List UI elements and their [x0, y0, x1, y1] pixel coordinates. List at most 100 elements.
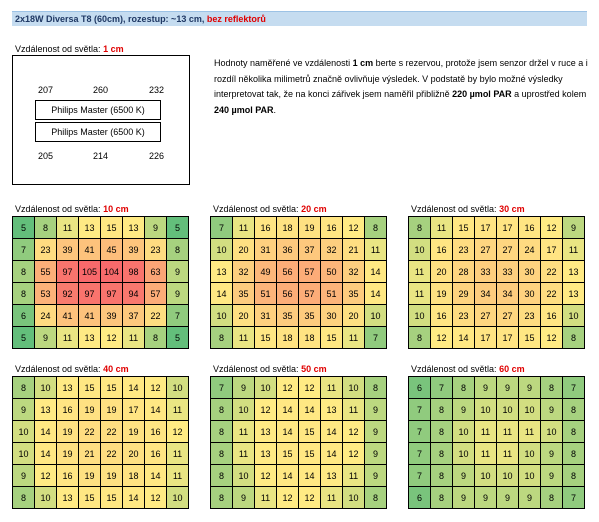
cell: 27: [474, 304, 497, 327]
cell: 28: [452, 260, 475, 283]
cell: 13: [122, 216, 145, 239]
heatmap-row: 8 11 15 17 17 16 12 9: [408, 216, 585, 239]
cell: 9: [540, 442, 563, 465]
cell: 8: [210, 398, 233, 421]
heatmap-row: 8 11 15 18 18 15 11 7: [210, 326, 387, 349]
cell: 8: [562, 398, 585, 421]
cell: 8: [364, 486, 387, 509]
paragraph-segment: 1 cm: [352, 58, 374, 68]
cell: 20: [342, 304, 365, 327]
cell: 13: [254, 420, 277, 443]
cell: 10: [342, 486, 365, 509]
cell: 6: [408, 486, 431, 509]
cell: 9: [540, 398, 563, 421]
cell: 27: [474, 238, 497, 261]
cell: 8: [166, 238, 189, 261]
label: Vzdálenost od světla:: [213, 204, 299, 214]
label: Vzdálenost od světla:: [15, 364, 101, 374]
cell: 12: [342, 442, 365, 465]
cell: 15: [298, 420, 321, 443]
cell: 10: [210, 238, 233, 261]
cell: 92: [56, 282, 79, 305]
cell: 12: [100, 326, 123, 349]
paragraph-segment: 220 µmol PAR: [452, 89, 512, 99]
cell: 53: [34, 282, 57, 305]
cell: 16: [254, 216, 277, 239]
cell: 57: [298, 260, 321, 283]
value: 232: [149, 85, 165, 95]
cell: 10: [232, 464, 255, 487]
cell: 12: [34, 464, 57, 487]
cell: 9: [12, 398, 35, 421]
cell: 15: [276, 442, 299, 465]
paragraph-segment: .: [273, 104, 277, 115]
cell: 7: [408, 464, 431, 487]
cell: 19: [78, 398, 101, 421]
cell: 11: [562, 238, 585, 261]
cell: 41: [78, 238, 101, 261]
cell: 32: [320, 238, 343, 261]
cell: 9: [518, 376, 541, 399]
heatmap-row: 8 53 92 97 97 94 57 9: [12, 282, 189, 305]
cell: 11: [320, 486, 343, 509]
cell: 39: [122, 238, 145, 261]
cell: 11: [56, 216, 79, 239]
cell: 55: [34, 260, 57, 283]
cell: 9: [166, 260, 189, 283]
cell: 8: [562, 420, 585, 443]
heatmap-row: 7 8 10 11 11 11 10 8: [408, 420, 585, 443]
cell: 7: [364, 326, 387, 349]
heatmap-row: 7 8 10 11 11 10 9 8: [408, 442, 585, 465]
cell: 13: [210, 260, 233, 283]
cell: 15: [100, 376, 123, 399]
heatmap-row: 10 20 31 35 35 30 20 10: [210, 304, 387, 327]
cell: 14: [276, 420, 299, 443]
cell: 8: [12, 376, 35, 399]
cell: 12: [276, 486, 299, 509]
heatmap-row: 9 13 16 19 19 17 14 11: [12, 398, 189, 421]
cell: 9: [452, 464, 475, 487]
cell: 10: [12, 442, 35, 465]
cell: 5: [12, 326, 35, 349]
cell: 15: [78, 376, 101, 399]
cell: 17: [496, 326, 519, 349]
cell: 105: [78, 260, 101, 283]
cell: 18: [298, 326, 321, 349]
heatmap-row: 8 10 12 14 14 13 11 9: [210, 464, 387, 487]
cell: 11: [232, 442, 255, 465]
cell: 9: [474, 486, 497, 509]
cell: 57: [298, 282, 321, 305]
label: Vzdálenost od světla:: [213, 364, 299, 374]
cell: 8: [364, 216, 387, 239]
cell: 11: [342, 398, 365, 421]
cell: 8: [210, 420, 233, 443]
cell: 9: [562, 216, 585, 239]
cell: 11: [430, 216, 453, 239]
cell: 14: [364, 282, 387, 305]
paragraph-segment: a uprostřed kolem: [511, 89, 587, 99]
cell: 9: [364, 398, 387, 421]
heatmap: 7 9 10 12 12 11 10 8 8 10 12 14 14 13 11 9 8 11 13 14 15 14 12…: [210, 376, 387, 509]
label: Vzdálenost od světla:: [411, 204, 497, 214]
cell: 19: [56, 420, 79, 443]
cell: 30: [518, 260, 541, 283]
cell: 21: [342, 238, 365, 261]
cell: 15: [254, 326, 277, 349]
cell: 5: [12, 216, 35, 239]
cell: 8: [430, 486, 453, 509]
distance: 30 cm: [499, 204, 525, 214]
cell: 23: [144, 238, 167, 261]
cell: 18: [276, 216, 299, 239]
cell: 17: [474, 326, 497, 349]
cell: 11: [364, 238, 387, 261]
cell: 23: [34, 238, 57, 261]
heatmap-row: 8 12 14 17 17 15 12 8: [408, 326, 585, 349]
cell: 8: [144, 326, 167, 349]
heatmap-row: 10 20 31 36 37 32 21 11: [210, 238, 387, 261]
cell: 7: [210, 216, 233, 239]
cell: 35: [232, 282, 255, 305]
cell: 10: [474, 398, 497, 421]
cell: 11: [342, 326, 365, 349]
cell: 15: [78, 486, 101, 509]
cell: 8: [210, 486, 233, 509]
